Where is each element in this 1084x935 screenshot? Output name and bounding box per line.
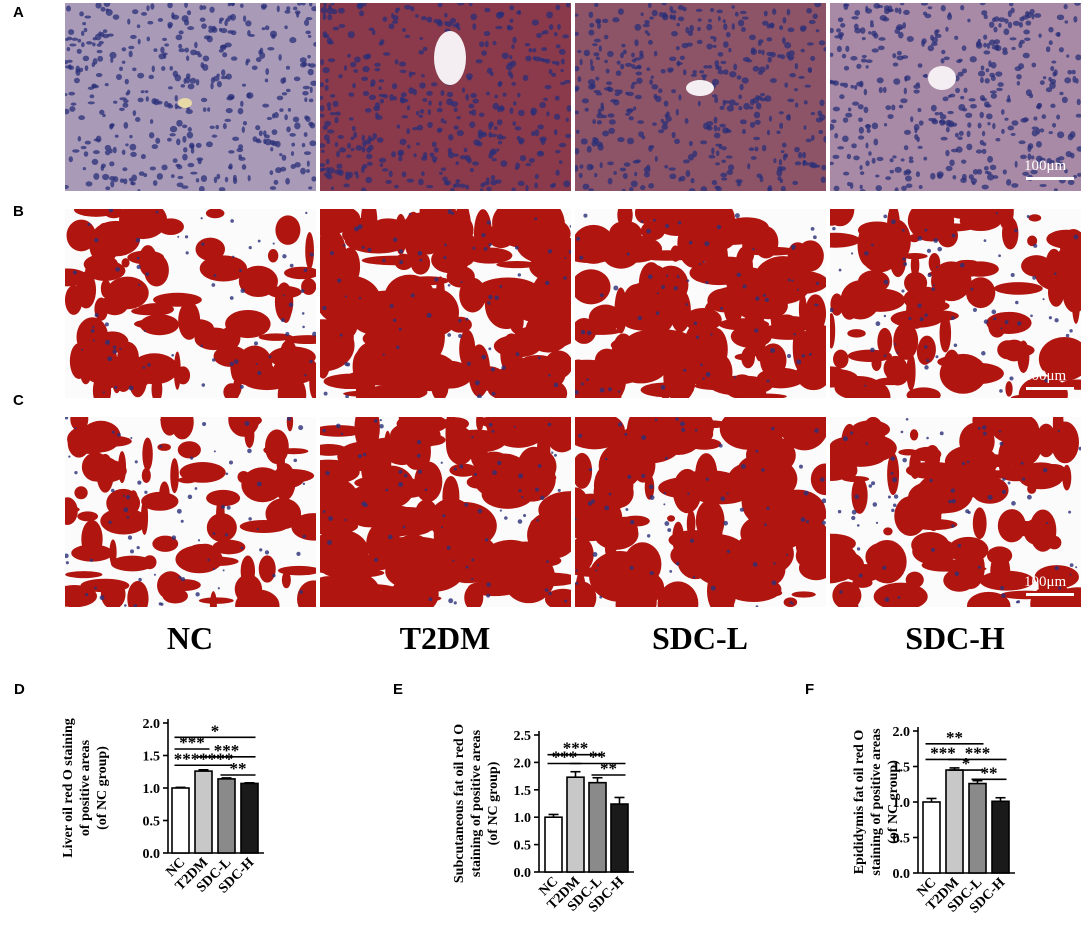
y-tick-label: 1.0 [514,811,532,826]
y-tick-label: 2.0 [514,756,532,771]
significance-label: ** [230,759,247,778]
y-axis-label-line: (of NC group) [486,761,501,845]
y-tick-label: 1.0 [893,796,911,811]
significance-label: * [211,721,220,740]
y-tick-label: 0.5 [893,832,911,847]
group-label-nc: NC [166,620,214,656]
scale-bar-label-b: 100μm [1024,368,1067,384]
y-tick-label: 1.0 [143,782,161,797]
y-tick-label: 0.0 [893,867,911,882]
micrograph-liver-sdc-l [575,3,826,191]
y-tick-label: 0.0 [143,847,161,862]
bar-nc [544,816,563,873]
panel-label-c: C [13,392,24,409]
y-axis-label-line: staining of positive areas [869,728,884,876]
micrograph-liver-nc [65,3,316,191]
bar-t2dm [194,770,213,854]
y-axis-label-line: staining of positive areas [469,729,484,877]
y-tick-label: 0.5 [514,839,532,854]
panel-label-e: E [393,681,404,698]
bar-t2dm [945,769,964,874]
significance-label: *** [214,741,240,760]
y-tick-label: 1.5 [514,784,532,799]
micrograph-liver-t2dm [320,3,571,191]
panel-label-d: D [14,681,25,698]
y-axis-label-line: Epididymis fat oil red O [852,730,867,875]
y-tick-label: 1.5 [893,761,911,776]
y-tick-label: 0.0 [514,866,532,881]
significance-label: ** [600,759,617,778]
y-tick-label: 2.5 [514,729,532,744]
micrograph-subcutaneous-sdc-l [575,209,826,398]
bar-sdc-h [240,782,259,854]
significance-label: *** [965,743,991,762]
scale-bar-b [1026,387,1074,390]
significance-label: *** [552,747,578,766]
scale-bar-label-c: 100μm [1024,574,1067,590]
y-axis-label-line: (of NC group) [95,746,110,830]
micrograph-epididymis-sdc-h [830,417,1081,607]
y-tick-label: 0.5 [143,815,161,830]
bar-nc [171,787,190,854]
y-axis-label-line: of positive areas [78,739,93,836]
scale-bar-c [1026,593,1074,596]
significance-label: *** [179,733,205,752]
significance-label: *** [930,743,956,762]
y-axis-label-line: Liver oil red O staining [61,718,76,858]
y-axis-label: Liver oil red O staining of positive area… [61,718,110,858]
micrograph-epididymis-sdc-l [575,417,826,607]
bar-t2dm [566,776,585,873]
group-label-sdc-h: SDC-H [905,620,1005,656]
scale-bar-label-a: 100μm [1024,158,1067,174]
micrograph-subcutaneous-nc [65,209,316,398]
bar-sdc-h [991,800,1010,874]
significance-label: ** [946,728,963,747]
significance-label: *** [563,739,589,758]
micrograph-subcutaneous-t2dm [320,209,571,398]
micrograph-subcutaneous-sdc-h [830,209,1081,398]
panel-label-a: A [13,4,24,21]
bar-sdc-l [588,781,607,873]
bar-sdc-h [610,803,629,873]
y-tick-label: 1.5 [143,750,161,765]
chart-liver-oil-red-o: Liver oil red O staining of positive area… [50,695,360,930]
panel-label-f: F [805,681,815,698]
scale-bar-a [1026,177,1074,180]
significance-label: * [962,754,971,773]
micrograph-liver-sdc-h [830,3,1081,191]
bar-sdc-l [968,782,987,874]
bar-nc [922,801,941,874]
y-tick-label: 2.0 [893,725,911,740]
y-axis-label-line: (of NC group) [886,760,901,844]
y-axis-label-line: Subcutaneous fat oil red O [452,724,467,883]
micrograph-epididymis-nc [65,417,316,607]
group-label-sdc-l: SDC-L [651,620,748,656]
y-tick-label: 2.0 [143,717,161,732]
micrograph-epididymis-t2dm [320,417,571,607]
panel-label-b: B [13,203,24,220]
significance-label: ******* [174,749,234,768]
significance-label: ** [981,763,998,782]
group-label-t2dm: T2DM [399,620,491,656]
significance-label: ** [589,747,606,766]
bar-sdc-l [217,778,236,854]
